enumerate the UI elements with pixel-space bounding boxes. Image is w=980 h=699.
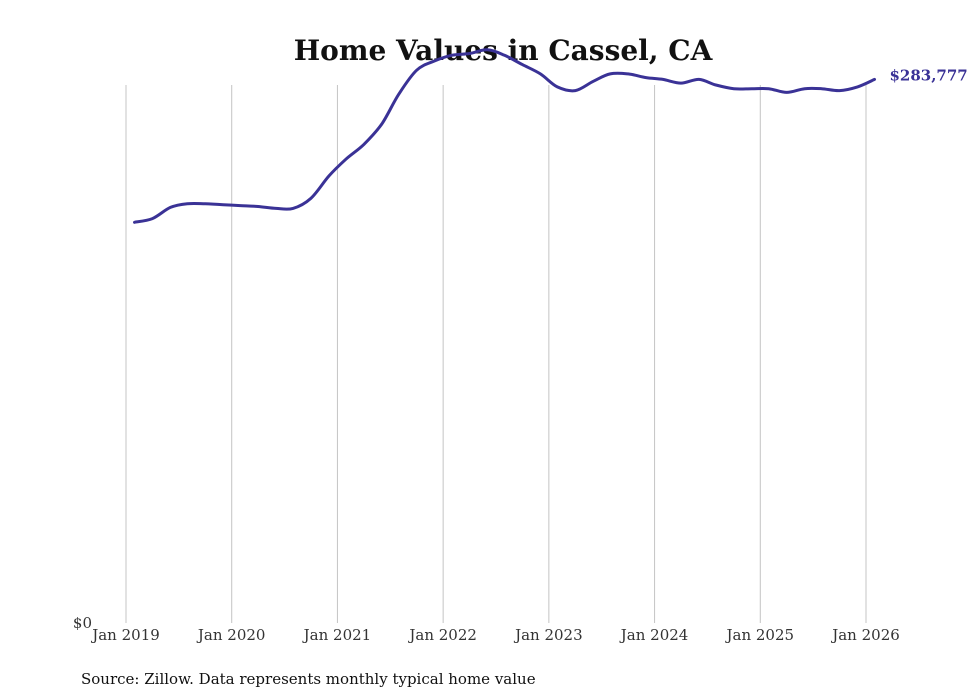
- x-tick-label: Jan 2019: [90, 626, 160, 644]
- x-tick-label: Jan 2020: [196, 626, 266, 644]
- x-tick-label: Jan 2024: [619, 626, 689, 644]
- x-tick-label: Jan 2025: [725, 626, 795, 644]
- x-tick-label: Jan 2023: [513, 626, 583, 644]
- gridlines: [125, 85, 867, 623]
- chart-title: Home Values in Cassel, CA: [294, 34, 714, 67]
- series-end-label: $283,777: [889, 66, 967, 84]
- x-tick-label: Jan 2022: [407, 626, 477, 644]
- y-tick-label: $0: [73, 614, 92, 632]
- y-axis-ticks: $0: [73, 614, 92, 632]
- source-note: Source: Zillow. Data represents monthly …: [81, 670, 536, 688]
- x-tick-label: Jan 2026: [830, 626, 900, 644]
- x-axis-ticks: Jan 2019 Jan 2020 Jan 2021 Jan 2022 Jan 2023…: [90, 626, 900, 644]
- series-layer: $283,777: [133, 48, 968, 224]
- x-tick-label: Jan 2021: [302, 626, 372, 644]
- series-line: [133, 48, 876, 224]
